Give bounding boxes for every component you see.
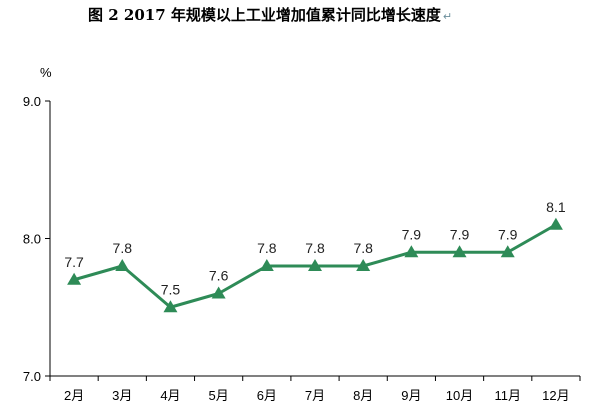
data-label: 7.9: [450, 226, 470, 242]
data-label: 7.8: [113, 240, 133, 256]
chart-title: 图 2 2017 年规模以上工业增加值累计同比增长速度: [88, 6, 442, 24]
x-tick-label: 12月: [542, 388, 569, 403]
y-axis-unit-label: %: [40, 65, 52, 80]
x-tick-label: 4月: [160, 388, 180, 403]
series-layer: [67, 217, 563, 313]
data-point-marker: [308, 259, 322, 271]
x-tick-label: 7月: [305, 388, 325, 403]
title-return-mark: ↵: [443, 10, 452, 23]
data-label: 7.7: [64, 254, 84, 270]
data-point-marker: [356, 259, 371, 271]
x-tick-label: 2月: [64, 388, 84, 403]
data-label: 7.5: [161, 281, 181, 297]
data-label: 7.8: [305, 240, 325, 256]
data-label: 8.1: [546, 199, 566, 215]
data-point-marker: [115, 259, 130, 271]
x-tick-label: 10月: [446, 388, 473, 403]
x-tick-label: 8月: [353, 388, 373, 403]
x-tick-label: 5月: [209, 388, 229, 403]
data-point-marker: [452, 245, 467, 258]
data-label: 7.9: [402, 226, 422, 242]
axes: 9.0 8.0 7.0 2月 3月 4月 5月 6月 7月 8月 9月 10月 11月 12月: [23, 94, 581, 403]
data-point-marker: [259, 259, 274, 271]
y-tick-label: 9.0: [23, 94, 41, 109]
y-tick-label: 8.0: [23, 232, 41, 247]
data-point-marker: [548, 217, 563, 230]
x-tick-label: 9月: [401, 388, 421, 403]
x-tick-label: 6月: [257, 388, 277, 403]
data-labels-layer: 7.7 7.8 7.5 7.6 7.8 7.8 7.8 7.9 7.9 7.9 8.1: [64, 199, 565, 298]
data-label: 7.6: [209, 268, 229, 284]
x-tick-label: 3月: [112, 388, 132, 403]
data-label: 7.8: [257, 240, 277, 256]
data-label: 7.9: [498, 226, 518, 242]
y-tick-label: 7.0: [23, 369, 41, 384]
data-label: 7.8: [353, 240, 373, 256]
x-tick-label: 11月: [494, 388, 521, 403]
data-point-marker: [67, 272, 82, 285]
data-point-marker: [211, 286, 226, 299]
data-point-marker: [500, 245, 515, 258]
data-point-marker: [404, 245, 419, 258]
data-point-marker: [163, 300, 178, 313]
